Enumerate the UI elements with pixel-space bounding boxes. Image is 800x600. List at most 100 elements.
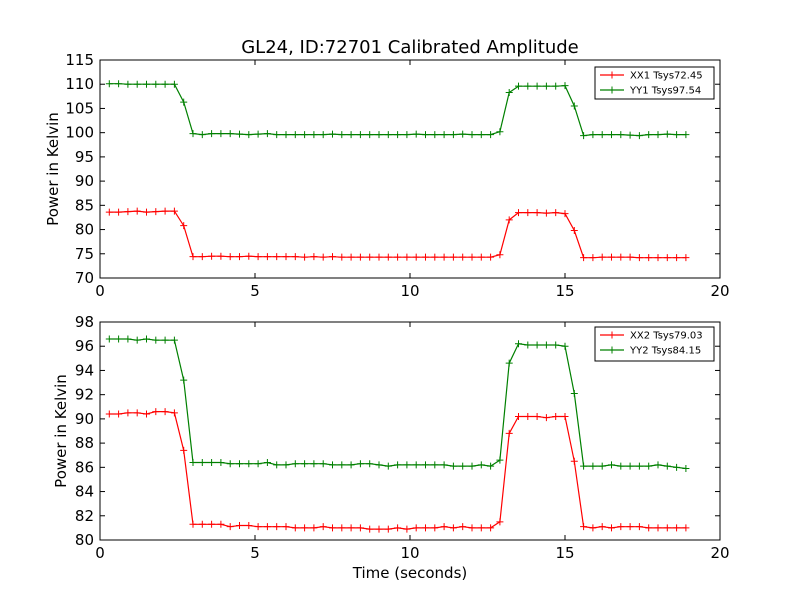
top-data-point <box>115 208 123 216</box>
top-data-point <box>198 253 206 261</box>
bottom-data-point <box>170 409 178 417</box>
bottom-x-tick-label: 10 <box>400 544 419 562</box>
bottom-legend-marker-1 <box>608 331 616 339</box>
top-data-point <box>161 80 169 88</box>
top-data-point <box>105 208 113 216</box>
bottom-data-point <box>208 520 216 528</box>
top-data-point <box>273 253 281 261</box>
top-data-point <box>431 253 439 261</box>
bottom-data-point <box>282 461 290 469</box>
top-data-point <box>617 131 625 139</box>
top-data-point <box>394 253 402 261</box>
bottom-data-point <box>505 359 513 367</box>
bottom-legend-label-2: YY2 Tsys84.15 <box>629 346 701 357</box>
bottom-data-point <box>682 465 690 473</box>
top-data-point <box>375 253 383 261</box>
bottom-data-point <box>440 461 448 469</box>
bottom-data-point <box>152 336 160 344</box>
top-data-point <box>319 253 327 261</box>
top-data-point <box>366 253 374 261</box>
top-data-point <box>505 88 513 96</box>
bottom-data-point <box>524 412 532 420</box>
top-data-point <box>663 254 671 262</box>
top-data-point <box>635 254 643 262</box>
bottom-data-point <box>338 524 346 532</box>
x-axis-label: Time (seconds) <box>352 564 468 582</box>
bottom-y-tick-label: 88 <box>75 434 94 452</box>
bottom-data-point <box>394 524 402 532</box>
bottom-data-point <box>524 341 532 349</box>
top-x-tick-label: 0 <box>95 282 105 300</box>
top-legend-box <box>594 66 715 100</box>
top-y-tick-label: 110 <box>65 75 94 93</box>
top-legend-marker-2 <box>608 86 616 94</box>
bottom-data-point <box>635 462 643 470</box>
top-data-point <box>394 131 402 139</box>
bottom-data-point <box>403 525 411 533</box>
top-data-point <box>542 82 550 90</box>
bottom-data-point <box>161 408 169 416</box>
top-data-point <box>580 132 588 140</box>
bottom-data-point <box>375 525 383 533</box>
top-data-point <box>143 80 150 88</box>
bottom-data-point <box>273 461 281 469</box>
top-data-point <box>366 131 374 139</box>
top-y-tick-label: 105 <box>65 99 94 117</box>
top-data-point <box>124 80 132 88</box>
bottom-x-tick-label: 15 <box>555 544 574 562</box>
bottom-data-point <box>412 461 420 469</box>
top-data-point <box>412 253 420 261</box>
top-data-point <box>310 253 318 261</box>
bottom-data-point <box>459 462 467 470</box>
bottom-data-point <box>496 456 504 464</box>
bottom-data-point <box>515 340 522 348</box>
bottom-axis-ticks: 0 5 10 15 20 80 82 84 86 88 90 92 94 96 98 <box>75 313 730 562</box>
top-data-point <box>505 216 513 224</box>
bottom-data-point <box>635 523 643 531</box>
bottom-data-point <box>133 336 141 344</box>
top-data-point <box>347 253 355 261</box>
top-data-point <box>515 82 522 90</box>
bottom-data-point <box>217 458 225 466</box>
bottom-data-point <box>598 523 606 531</box>
bottom-data-point <box>301 460 309 468</box>
bottom-data-point <box>291 460 299 468</box>
top-legend-marker-1 <box>608 71 616 79</box>
bottom-data-point <box>282 523 290 531</box>
top-data-point <box>282 253 290 261</box>
top-data-point <box>626 131 634 139</box>
bottom-data-point <box>561 342 569 350</box>
top-data-point <box>626 253 634 261</box>
top-data-point <box>598 131 606 139</box>
top-y-tick-label: 75 <box>75 245 94 263</box>
bottom-y-tick-label: 90 <box>75 410 94 428</box>
bottom-data-point <box>124 409 132 417</box>
top-data-point <box>133 80 141 88</box>
top-data-point <box>524 209 532 217</box>
top-y-tick-label: 70 <box>75 269 94 287</box>
bottom-y-tick-label: 86 <box>75 458 94 476</box>
top-x-tick-label: 15 <box>555 282 574 300</box>
bottom-data-point <box>673 524 681 532</box>
top-data-point <box>524 82 532 90</box>
bottom-data-point <box>254 460 262 468</box>
top-data-point <box>608 253 615 261</box>
bottom-x-tick-label: 0 <box>95 544 105 562</box>
bottom-data-point <box>449 462 457 470</box>
bottom-data-point <box>273 523 281 531</box>
bottom-data-point <box>654 524 662 532</box>
top-data-point <box>580 254 588 262</box>
bottom-data-point <box>468 462 476 470</box>
top-data-point <box>301 253 309 261</box>
bottom-data-point <box>236 460 243 468</box>
top-data-point <box>673 131 681 139</box>
bottom-data-point <box>496 518 504 526</box>
top-axis-ticks: 0 5 10 15 20 70 75 80 85 90 95 100 105 110 115 <box>65 51 729 300</box>
top-data-point <box>356 253 364 261</box>
top-data-point <box>143 208 150 216</box>
bottom-data-point <box>226 523 234 531</box>
top-data-point <box>263 130 271 138</box>
chart-title: GL24, ID:72701 Calibrated Amplitude <box>241 37 579 58</box>
bottom-data-point <box>608 461 615 469</box>
top-data-point <box>338 253 346 261</box>
